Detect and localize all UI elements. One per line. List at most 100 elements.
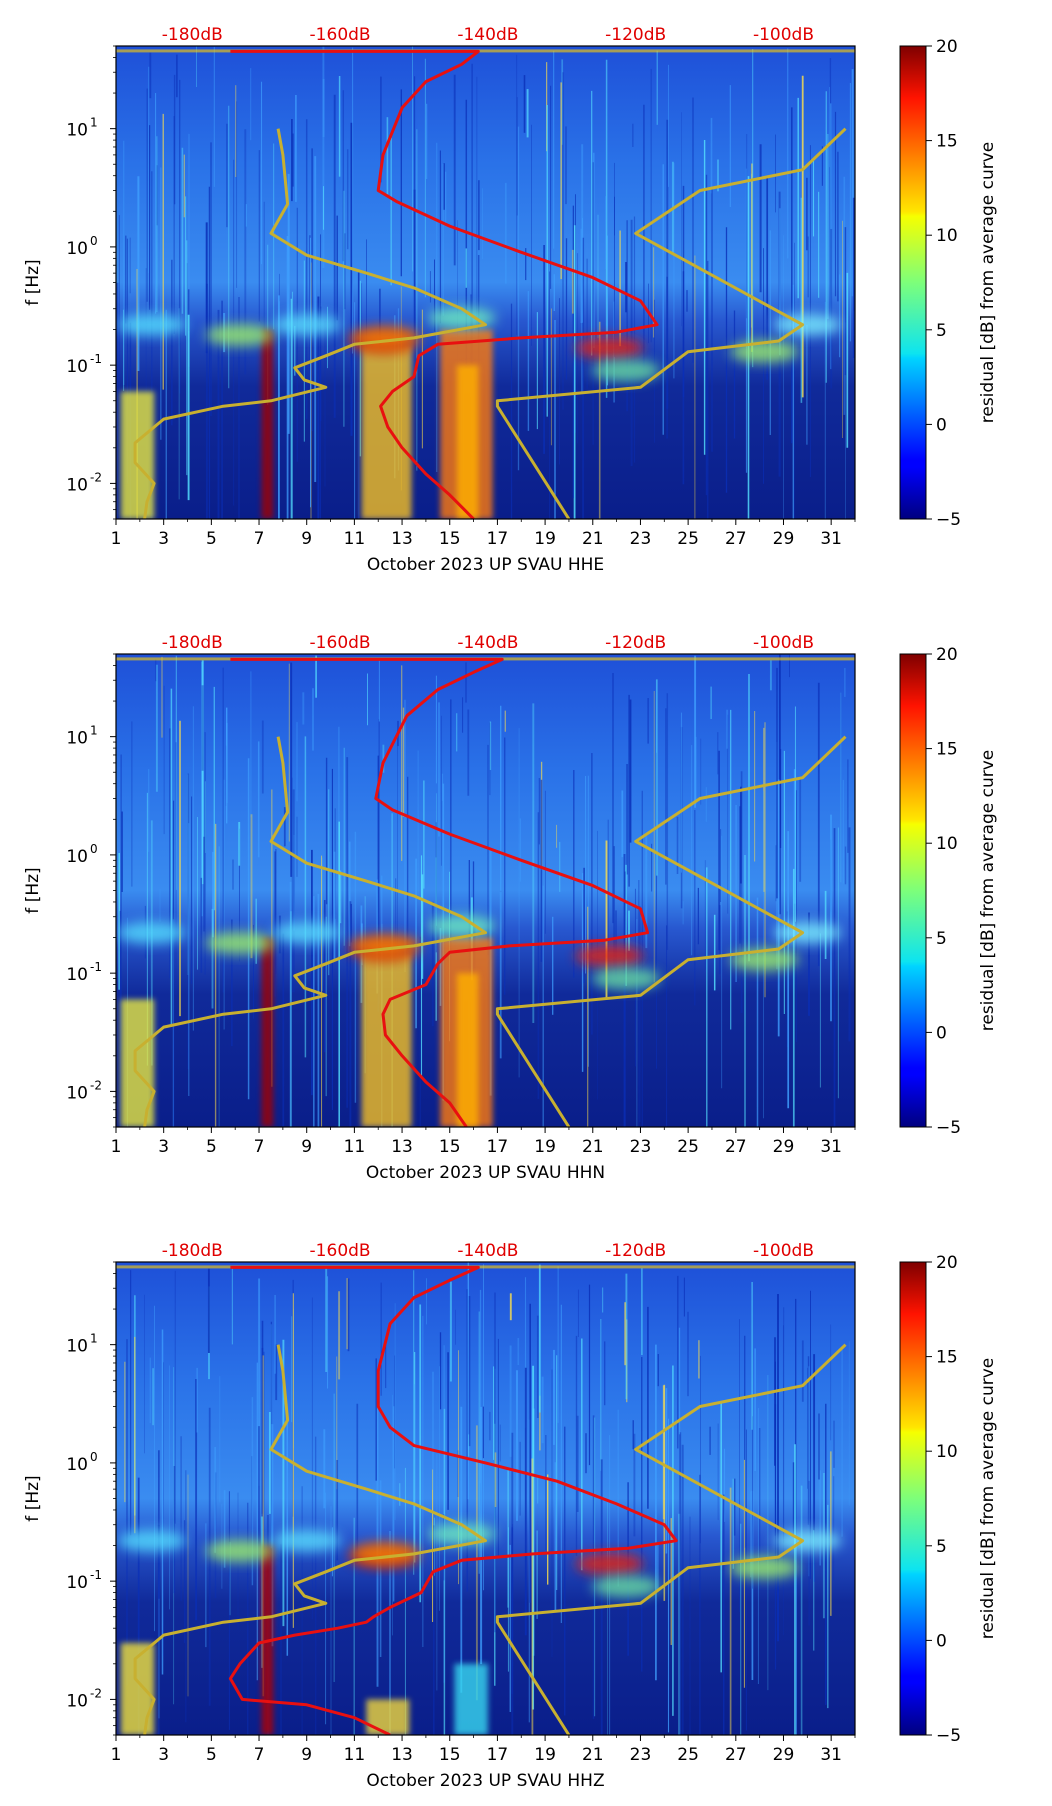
y-tick-exponent: -2 bbox=[90, 1686, 102, 1700]
colorbar-tick-label: 0 bbox=[936, 1631, 947, 1651]
y-tick-exponent: -2 bbox=[90, 470, 102, 484]
db-tick-label: -120dB bbox=[605, 25, 666, 45]
y-tick-label: 10 bbox=[66, 847, 88, 867]
x-tick-label: 31 bbox=[820, 1137, 842, 1157]
colorbar-tick-label: 20 bbox=[936, 37, 958, 57]
energy-band bbox=[261, 937, 274, 1127]
noise-model-upper--curve bbox=[495, 1343, 847, 1735]
db-tick-label: -120dB bbox=[605, 1241, 666, 1261]
x-tick-label: 5 bbox=[206, 1137, 217, 1157]
db-tick-label: -120dB bbox=[605, 633, 666, 653]
energy-blob bbox=[205, 323, 274, 346]
energy-band bbox=[366, 1699, 410, 1735]
x-tick-label: 21 bbox=[582, 1137, 604, 1157]
y-tick-exponent: 1 bbox=[90, 724, 98, 738]
x-tick-label: 31 bbox=[820, 529, 842, 549]
x-tick-label: 23 bbox=[630, 1137, 652, 1157]
heatmap bbox=[116, 46, 855, 519]
energy-blob bbox=[773, 313, 842, 336]
top-band bbox=[116, 1265, 855, 1269]
x-tick-label: 19 bbox=[534, 1745, 556, 1765]
x-tick-label: 29 bbox=[773, 1137, 795, 1157]
y-tick-exponent: -2 bbox=[90, 1078, 102, 1092]
x-tick-label: 1 bbox=[111, 1745, 122, 1765]
x-tick-label: 17 bbox=[487, 1745, 509, 1765]
colorbar-tick-label: −5 bbox=[936, 1726, 961, 1746]
x-tick-label: 7 bbox=[254, 1137, 265, 1157]
colorbar-tick-label: 0 bbox=[936, 1023, 947, 1043]
y-tick-exponent: 0 bbox=[90, 1450, 98, 1464]
energy-blob bbox=[592, 1575, 661, 1598]
colorbar bbox=[899, 45, 927, 520]
x-tick-label: 13 bbox=[391, 1137, 413, 1157]
heatmap bbox=[116, 1262, 855, 1735]
y-tick-label: 10 bbox=[66, 1691, 88, 1711]
colorbar-label: residual [dB] from average curve bbox=[978, 1358, 998, 1639]
x-tick-label: 7 bbox=[254, 529, 265, 549]
y-tick-label: 10 bbox=[66, 1573, 88, 1593]
colorbar-tick-label: 0 bbox=[936, 415, 947, 435]
energy-blob bbox=[272, 313, 341, 336]
x-tick-label: 9 bbox=[301, 1745, 312, 1765]
average-psd-curve bbox=[230, 49, 659, 519]
db-tick-label: -160dB bbox=[310, 1241, 371, 1261]
x-tick-label: 21 bbox=[582, 529, 604, 549]
top-band bbox=[116, 49, 855, 53]
x-tick-label: 5 bbox=[206, 1745, 217, 1765]
x-tick-label: 1 bbox=[111, 529, 122, 549]
y-axis-label: f [Hz] bbox=[23, 259, 43, 305]
x-tick-label: 15 bbox=[439, 1137, 461, 1157]
db-tick-label: -180dB bbox=[162, 1241, 223, 1261]
x-tick-label: 3 bbox=[158, 1137, 169, 1157]
x-tick-label: 11 bbox=[344, 1137, 366, 1157]
heatmap-background bbox=[116, 1262, 855, 1735]
energy-band bbox=[261, 329, 274, 519]
colorbar-label: residual [dB] from average curve bbox=[978, 750, 998, 1031]
colorbar-tick-label: 15 bbox=[936, 132, 958, 152]
db-tick-label: -180dB bbox=[162, 25, 223, 45]
x-tick-label: 13 bbox=[391, 1745, 413, 1765]
x-tick-label: 15 bbox=[439, 529, 461, 549]
db-tick-label: -140dB bbox=[457, 633, 518, 653]
x-tick-label: 25 bbox=[677, 1745, 699, 1765]
noise-model-curve bbox=[133, 1344, 487, 1735]
x-tick-label: 1 bbox=[111, 1137, 122, 1157]
energy-band bbox=[361, 344, 412, 519]
x-axis-label: October 2023 UP SVAU HHN bbox=[366, 1163, 605, 1183]
y-axis-label: f [Hz] bbox=[23, 1475, 43, 1521]
x-tick-label: 27 bbox=[725, 1745, 747, 1765]
y-tick-label: 10 bbox=[66, 121, 88, 141]
db-tick-label: -160dB bbox=[310, 633, 371, 653]
db-tick-label: -100dB bbox=[753, 633, 814, 653]
energy-band bbox=[456, 973, 479, 1127]
y-tick-exponent: -1 bbox=[90, 352, 102, 366]
noise-model-curve bbox=[133, 736, 487, 1127]
x-tick-label: 11 bbox=[344, 529, 366, 549]
colorbar-tick-label: 5 bbox=[936, 321, 947, 341]
db-tick-label: -140dB bbox=[457, 1241, 518, 1261]
x-axis-label: October 2023 UP SVAU HHE bbox=[367, 555, 604, 575]
y-tick-exponent: -1 bbox=[90, 960, 102, 974]
colorbar-tick-label: 20 bbox=[936, 1253, 958, 1273]
x-tick-label: 21 bbox=[582, 1745, 604, 1765]
y-tick-exponent: 1 bbox=[90, 116, 98, 130]
energy-band bbox=[361, 952, 412, 1127]
colorbar-tick-label: −5 bbox=[936, 1118, 961, 1138]
x-tick-label: 29 bbox=[773, 529, 795, 549]
db-tick-label: -100dB bbox=[753, 1241, 814, 1261]
y-tick-label: 10 bbox=[66, 1455, 88, 1475]
energy-blob bbox=[272, 1529, 341, 1552]
colorbar bbox=[899, 653, 927, 1128]
db-tick-label: -100dB bbox=[753, 25, 814, 45]
noise-model-curve bbox=[133, 128, 487, 519]
energy-blob bbox=[575, 1552, 644, 1575]
y-tick-label: 10 bbox=[66, 1083, 88, 1103]
x-tick-label: 17 bbox=[487, 529, 509, 549]
x-tick-label: 25 bbox=[677, 1137, 699, 1157]
colorbar bbox=[899, 1261, 927, 1736]
energy-blob bbox=[592, 359, 661, 382]
y-axis-label: f [Hz] bbox=[23, 867, 43, 913]
